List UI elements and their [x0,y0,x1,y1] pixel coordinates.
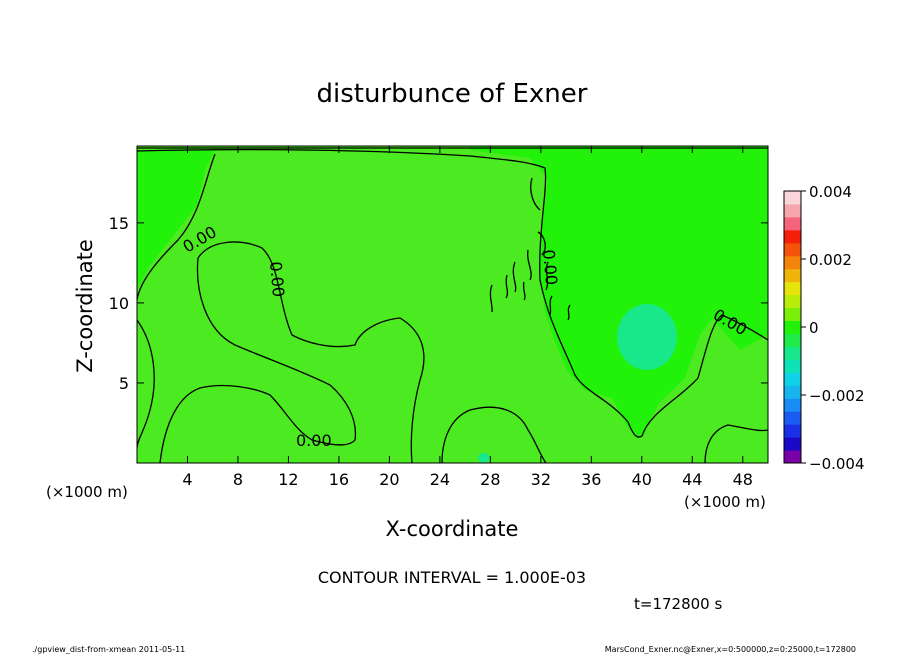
time-label: t=172800 s [634,595,722,613]
x-tick-label: 36 [581,470,601,489]
colorbar-swatch [784,346,801,360]
small-anomaly [478,453,490,463]
negative-region [617,304,677,370]
x-tick-label: 16 [329,470,349,489]
colorbar-swatch [784,372,801,386]
chart-title: disturbunce of Exner [317,79,588,109]
x-tick-label: 32 [531,470,551,489]
colorbar-swatch [784,281,801,296]
colorbar-swatch [784,359,801,373]
y-tick-label: 15 [109,214,129,233]
colorbar-tick-label: 0.004 [809,183,852,201]
colorbar-swatch [784,268,801,283]
zero-contours [137,147,768,463]
x-tick-label: 20 [379,470,399,489]
colorbar-swatch [784,229,801,244]
contour-line [137,153,216,301]
y-tick-label: 5 [119,374,129,393]
colorbar-swatch [784,294,801,309]
x-tick-label: 40 [632,470,652,489]
colorbar-swatch [784,203,801,218]
contour-label: 0.00 [296,431,332,450]
colorbar: 0.004 0.002 0 −0.002 −0.004 [783,183,865,473]
colorbar-swatch [784,242,801,257]
colorbar-swatch [784,255,801,270]
x-tick-label: 8 [233,470,243,489]
x-axis-label: X-coordinate [386,517,519,541]
footer-left: ./gpview_dist-from-xmean 2011-05-11 [32,645,185,654]
x-tick-label: 48 [733,470,753,489]
contour-line [159,257,357,463]
contour-line [441,406,547,463]
positive-region-upper-right [470,146,768,438]
x-tick-label: 44 [682,470,702,489]
colorbar-tick-label: −0.004 [809,455,865,473]
colorbar-swatch [784,216,801,231]
contour-line [704,424,768,463]
x-axis-unit: (×1000 m) [684,493,766,511]
positive-region-upper-left [137,150,215,290]
y-axis-ticks: 5 10 15 [109,214,768,393]
contour-interval-text: CONTOUR INTERVAL = 1.000E-03 [318,568,586,587]
x-tick-label: 28 [480,470,500,489]
colorbar-tick-label: 0 [809,319,819,337]
colorbar-swatch [784,320,801,334]
plot-frame [136,145,769,464]
colorbar-swatch [784,450,801,464]
colorbar-swatch [784,333,801,347]
colorbar-swatch [784,424,801,438]
x-axis-ticks: 4 8 12 16 20 24 28 32 36 40 44 48 [182,146,753,489]
contour-line [489,177,571,321]
contour-line [137,148,768,438]
contour-label: 0.00 [266,261,288,298]
x-tick-label: 24 [430,470,450,489]
y-axis-unit: (×1000 m) [46,483,128,501]
x-tick-label: 12 [278,470,298,489]
footer-right: MarsCond_Exner.nc@Exner,x=0:500000,z=0:2… [605,645,856,654]
x-tick-label: 4 [182,470,192,489]
colorbar-swatch [784,437,801,451]
colorbar-tick-label: 0.002 [809,251,852,269]
contour-line [137,319,155,449]
y-tick-label: 10 [109,294,129,313]
colorbar-swatch [784,385,801,399]
colorbar-swatch [784,307,801,322]
colorbar-swatch [784,398,801,412]
plot-area: 0.00 0.00 0.00 0.00 0.00 [137,146,768,463]
contour-line [197,241,425,463]
colorbar-tick-label: −0.002 [809,387,865,405]
contour-label: 0.00 [539,249,561,286]
colorbar-swatch [784,191,801,205]
y-axis-label: Z-coordinate [73,239,97,373]
colorbar-swatch [784,411,801,425]
